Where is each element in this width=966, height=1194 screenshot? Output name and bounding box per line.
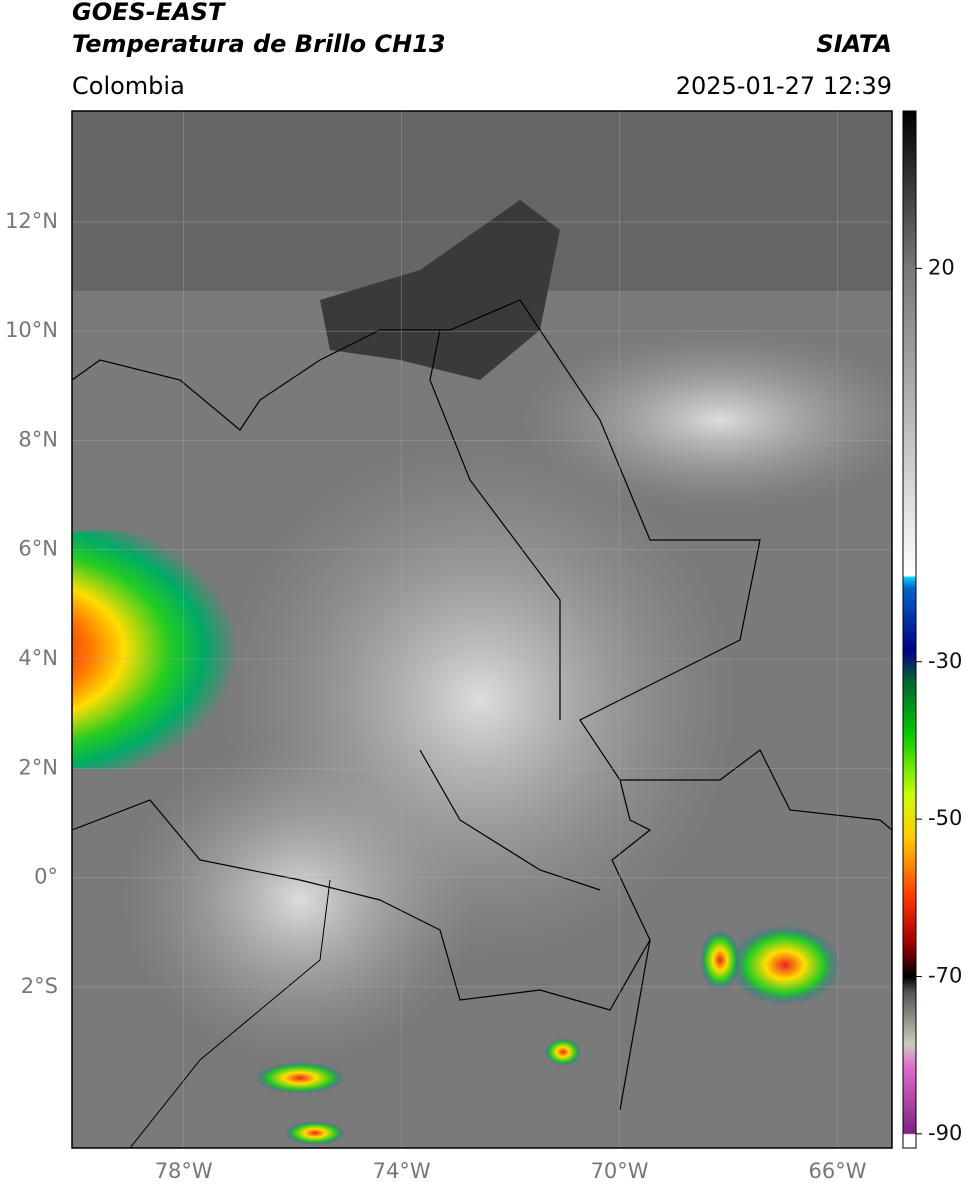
satellite-image [72,111,892,1148]
datetime: 2025-01-27 12:39 [676,72,892,100]
cloud [120,740,480,1060]
convective-cell [545,1038,581,1066]
y-tick-label: 12°N [5,209,58,233]
map-frame [71,110,893,1149]
x-tick-label: 78°W [155,1159,213,1183]
x-tick-label: 74°W [373,1159,431,1183]
y-tick-label: 6°N [18,537,58,561]
colorbar-tick-label: -50 [928,806,962,830]
y-tick-label: 10°N [5,318,58,342]
convective-cell [730,925,840,1005]
x-tick-label: 70°W [591,1159,649,1183]
y-tick-label: 2°N [18,755,58,779]
product-title: Temperatura de Brillo CH13 [72,30,446,58]
agency: SIATA [816,30,892,58]
convective-cell [285,1121,345,1145]
satellite-title: GOES-EAST [72,0,226,26]
y-tick-label: 2°S [21,974,58,998]
x-tick-label: 66°W [809,1159,867,1183]
colorbar [902,110,917,1149]
convective-cell [700,930,740,990]
y-tick-label: 8°N [18,427,58,451]
dark-region [320,200,560,380]
colorbar-tick-label: -30 [928,649,962,673]
colorbar-tick-label: -70 [928,963,962,987]
borders [129,879,331,1148]
region: Colombia [72,72,185,100]
y-tick-label: 4°N [18,646,58,670]
cloud [520,330,892,510]
convective-cell [255,1062,345,1094]
y-tick-label: 0° [34,865,58,889]
colorbar-tick-label: -90 [928,1121,962,1145]
colorbar-tick-label: 20 [928,255,955,279]
borders [72,299,892,1111]
